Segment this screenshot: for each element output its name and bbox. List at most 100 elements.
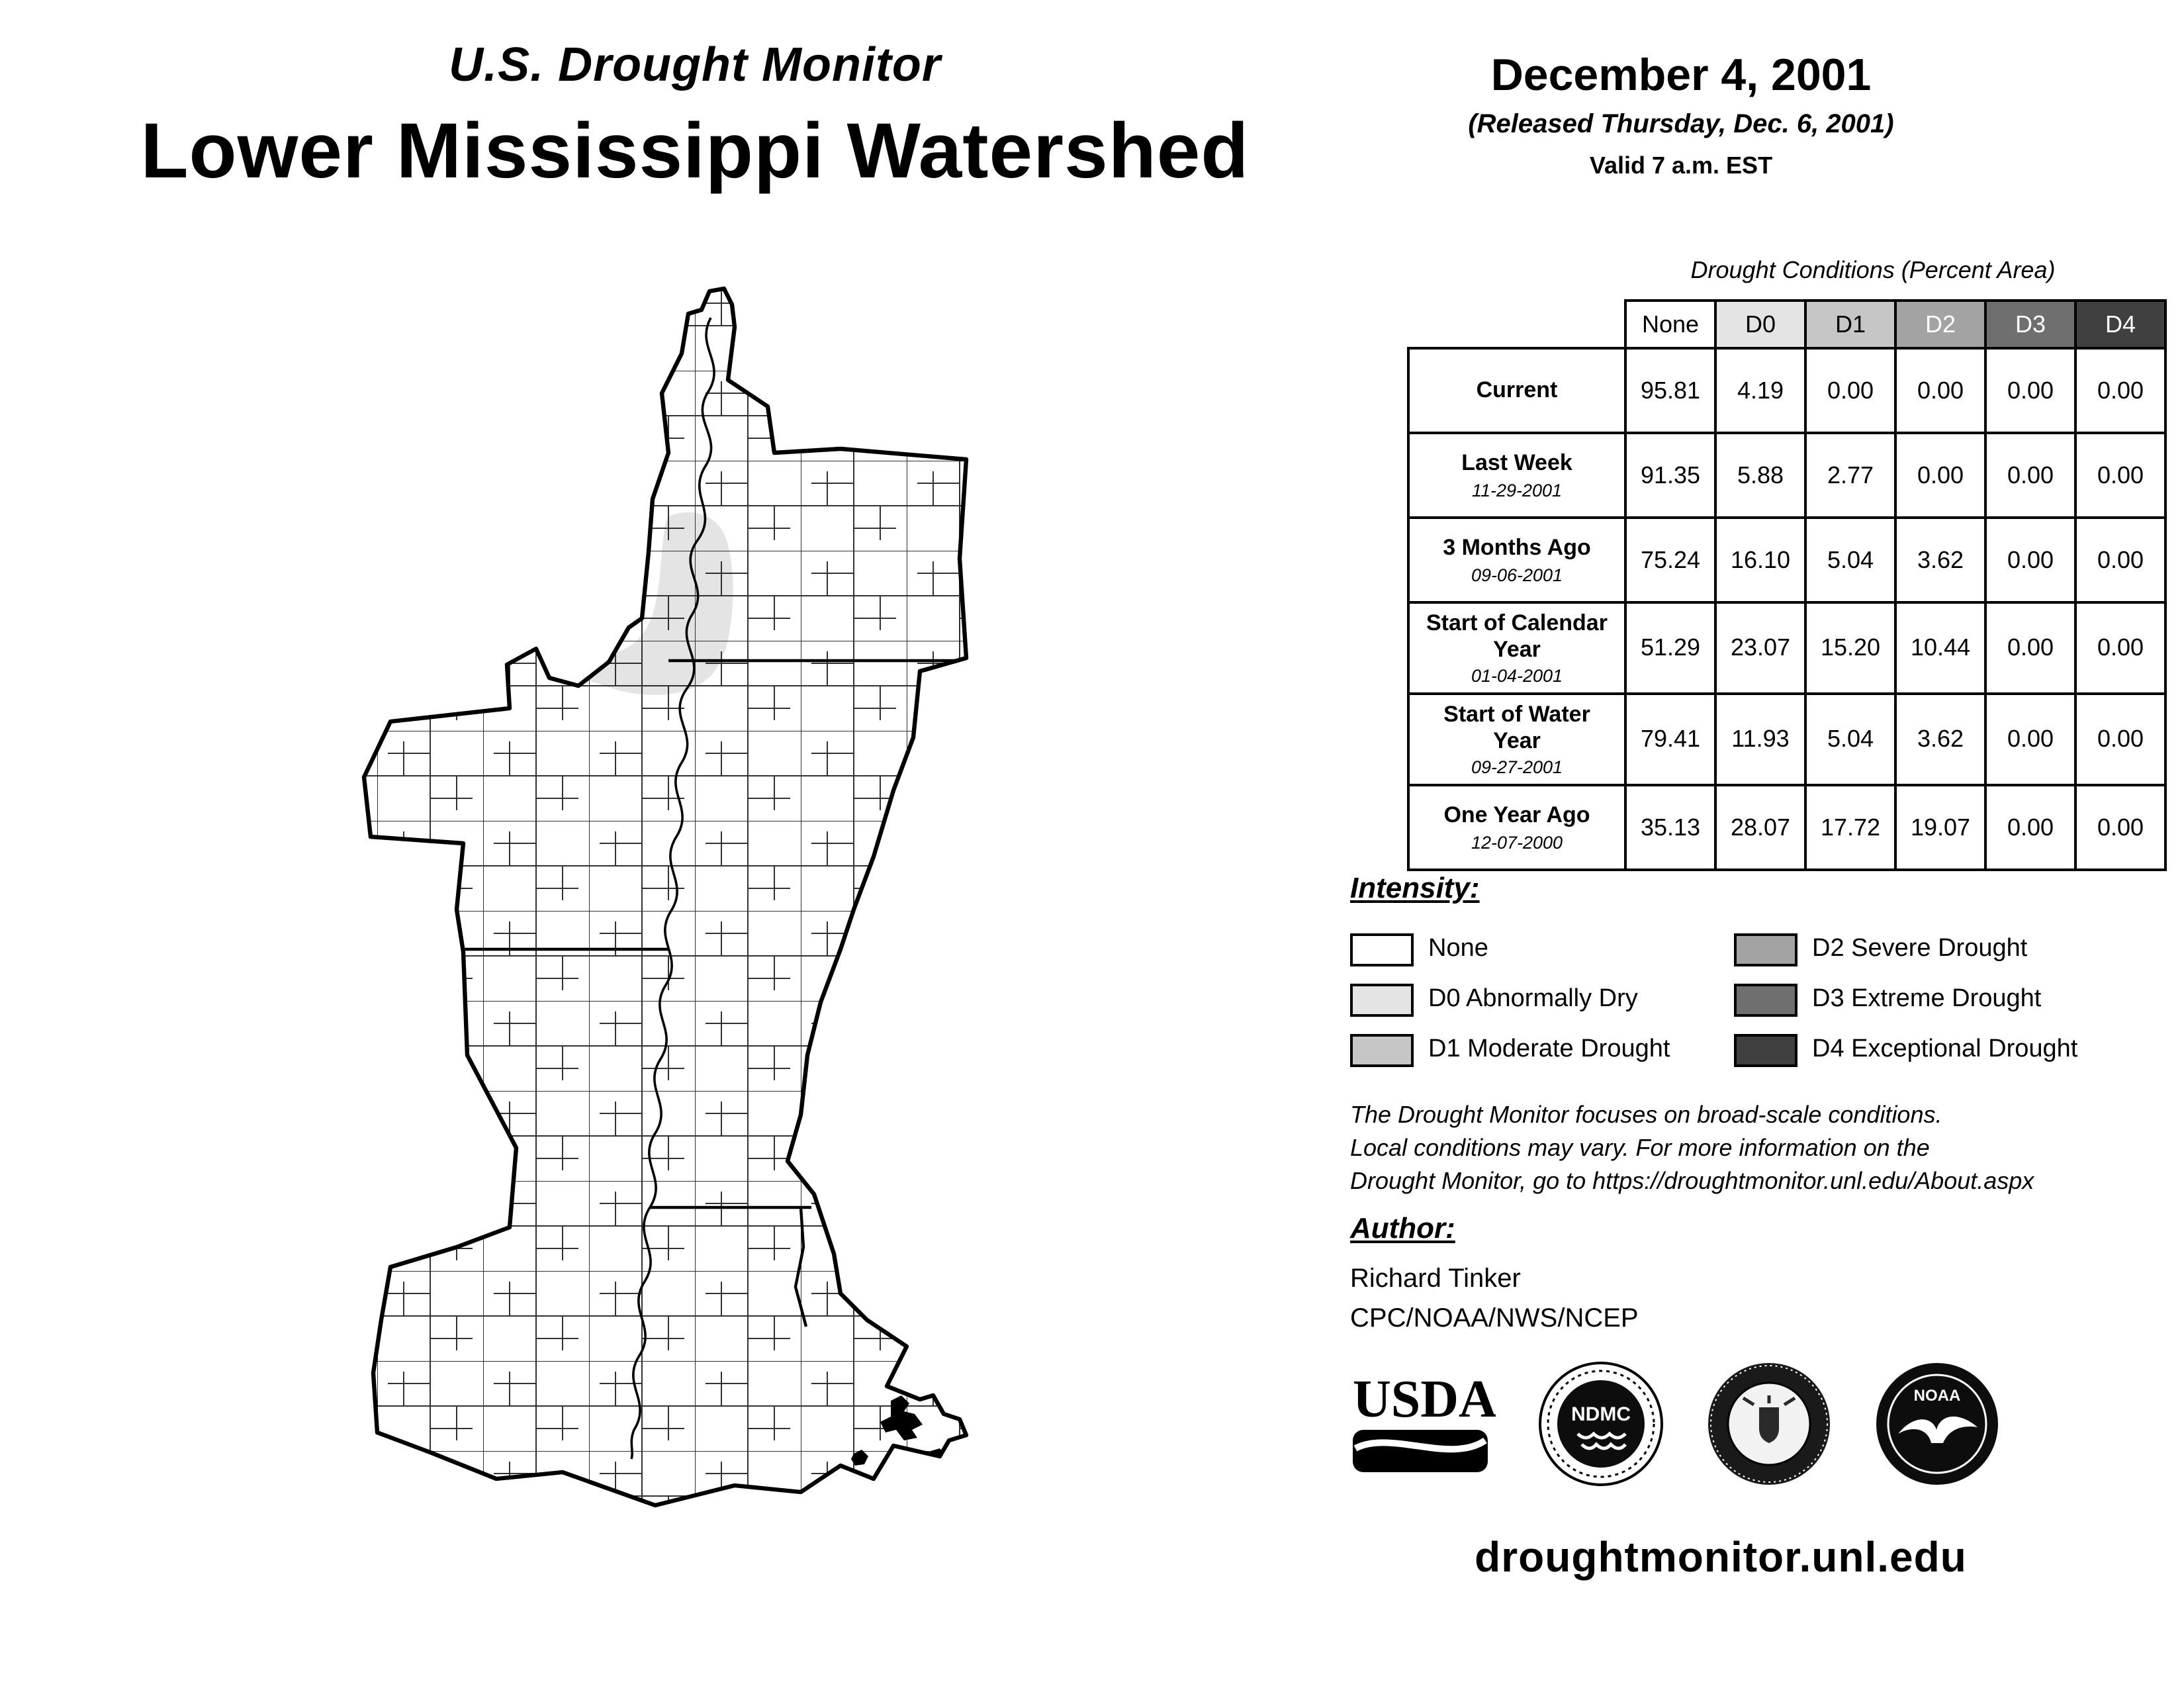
region-title: Lower Mississippi Watershed <box>140 107 1250 195</box>
cell-value: 51.29 <box>1624 600 1717 696</box>
row-label: Start of Calendar Year 01-04-2001 <box>1407 600 1627 696</box>
cell-value: 17.72 <box>1804 784 1897 872</box>
cell-value: 0.00 <box>2074 692 2167 787</box>
col-header-d0: D0 <box>1714 299 1807 350</box>
cell-value: 0.00 <box>1894 347 1987 434</box>
legend-item-d4: D4 Exceptional Drought <box>1734 1025 2131 1075</box>
ndmc-logo: NDMC <box>1539 1362 1663 1486</box>
cell-value: 28.07 <box>1714 784 1807 872</box>
cell-value: 3.62 <box>1894 516 1987 604</box>
cell-value: 5.04 <box>1804 516 1897 604</box>
cell-value: 11.93 <box>1714 692 1807 787</box>
date-block: December 4, 2001 (Released Thursday, Dec… <box>1350 50 2012 180</box>
cell-value: 79.41 <box>1624 692 1717 787</box>
col-header-d4: D4 <box>2074 299 2167 350</box>
cell-value: 75.24 <box>1624 516 1717 604</box>
table-row-current: Current 95.81 4.19 0.00 0.00 0.00 0.00 <box>1407 347 2167 434</box>
author-org: CPC/NOAA/NWS/NCEP <box>1350 1304 1639 1333</box>
cell-value: 91.35 <box>1624 432 1717 519</box>
cell-value: 0.00 <box>2074 600 2167 696</box>
report-date: December 4, 2001 <box>1490 50 1872 101</box>
logo-row: USDA NDMC NOAA <box>1347 1361 2000 1487</box>
cell-value: 0.00 <box>2074 784 2167 872</box>
cell-value: 0.00 <box>1804 347 1897 434</box>
row-label: Last Week 11-29-2001 <box>1407 432 1627 519</box>
cell-value: 0.00 <box>1984 692 2077 787</box>
department-of-commerce-seal <box>1708 1363 1830 1485</box>
cell-value: 5.04 <box>1804 692 1897 787</box>
table-header-row: None D0 D1 D2 D3 D4 <box>1408 299 2167 350</box>
d2-swatch <box>1734 933 1797 966</box>
cell-value: 0.00 <box>2074 347 2167 434</box>
cell-value: 0.00 <box>1984 600 2077 696</box>
usda-logo: USDA <box>1353 1370 1496 1472</box>
cell-value: 4.19 <box>1714 347 1807 434</box>
cell-value: 35.13 <box>1624 784 1717 872</box>
col-header-d1: D1 <box>1804 299 1897 350</box>
noaa-logo: NOAA <box>1876 1363 1998 1485</box>
svg-text:NDMC: NDMC <box>1571 1403 1631 1425</box>
watershed-map <box>271 281 1019 1538</box>
table-row-one-year-ago: One Year Ago 12-07-2000 35.13 28.07 17.7… <box>1407 784 2167 872</box>
released-date: (Released Thursday, Dec. 6, 2001) <box>1468 110 1894 139</box>
left-header: U.S. Drought Monitor Lower Mississippi W… <box>73 37 1317 196</box>
cell-value: 0.00 <box>1984 347 2077 434</box>
cell-value: 0.00 <box>1984 784 2077 872</box>
author-title: Author: <box>1350 1211 1455 1244</box>
table-title: Drought Conditions (Percent Area) <box>1690 257 2056 283</box>
watershed-outline <box>361 286 969 1508</box>
disclaimer: The Drought Monitor focuses on broad-sca… <box>1350 1102 2034 1195</box>
svg-text:USDA: USDA <box>1353 1370 1496 1428</box>
author-name: Richard Tinker <box>1350 1264 1521 1293</box>
table-row-start-water-year: Start of Water Year 09-27-2001 79.41 11.… <box>1407 692 2167 787</box>
mississippi-river <box>630 317 715 1460</box>
cell-value: 3.62 <box>1894 692 1987 787</box>
drought-conditions-table: None D0 D1 D2 D3 D4 Current 95.81 4.19 0… <box>1407 299 2167 872</box>
cell-value: 0.00 <box>1894 432 1987 519</box>
intensity-legend: None D0 Abnormally Dry D1 Moderate Droug… <box>1350 924 2131 1075</box>
valid-time: Valid 7 a.m. EST <box>1589 152 1773 179</box>
legend-item-none: None <box>1350 924 1734 974</box>
site-url: droughtmonitor.unl.edu <box>1475 1533 1967 1581</box>
cell-value: 0.00 <box>1984 516 2077 604</box>
watershed-map-svg <box>361 286 969 1508</box>
table-row-start-calendar-year: Start of Calendar Year 01-04-2001 51.29 … <box>1407 600 2167 696</box>
table-corner <box>1408 301 1625 348</box>
d1-swatch <box>1350 1033 1414 1066</box>
svg-text:NOAA: NOAA <box>1914 1387 1961 1405</box>
none-swatch <box>1350 933 1414 966</box>
author-block: Author: Richard Tinker CPC/NOAA/NWS/NCEP <box>1350 1211 1639 1338</box>
cell-value: 15.20 <box>1804 600 1897 696</box>
state-borders <box>463 659 964 1327</box>
row-label: 3 Months Ago 09-06-2001 <box>1407 516 1627 604</box>
cell-value: 95.81 <box>1624 347 1717 434</box>
cell-value: 2.77 <box>1804 432 1897 519</box>
row-label: Current <box>1407 347 1627 434</box>
intensity-title: Intensity: <box>1350 871 1480 904</box>
table-row-last-week: Last Week 11-29-2001 91.35 5.88 2.77 0.0… <box>1407 432 2167 519</box>
col-header-none: None <box>1624 299 1717 350</box>
table-row-3-months-ago: 3 Months Ago 09-06-2001 75.24 16.10 5.04… <box>1407 516 2167 604</box>
d3-swatch <box>1734 983 1797 1016</box>
legend-item-d1: D1 Moderate Drought <box>1350 1025 1734 1075</box>
col-header-d2: D2 <box>1894 299 1987 350</box>
legend-item-d3: D3 Extreme Drought <box>1734 974 2131 1025</box>
cell-value: 19.07 <box>1894 784 1987 872</box>
cell-value: 5.88 <box>1714 432 1807 519</box>
legend-item-d2: D2 Severe Drought <box>1734 924 2131 974</box>
monitor-title: U.S. Drought Monitor <box>449 37 941 91</box>
cell-value: 0.00 <box>2074 432 2167 519</box>
d4-swatch <box>1734 1033 1797 1066</box>
d0-swatch <box>1350 983 1414 1016</box>
legend-item-d0: D0 Abnormally Dry <box>1350 974 1734 1025</box>
cell-value: 0.00 <box>1984 432 2077 519</box>
cell-value: 16.10 <box>1714 516 1807 604</box>
row-label: Start of Water Year 09-27-2001 <box>1407 692 1627 787</box>
cell-value: 23.07 <box>1714 600 1807 696</box>
row-label: One Year Ago 12-07-2000 <box>1407 784 1627 872</box>
cell-value: 0.00 <box>2074 516 2167 604</box>
cell-value: 10.44 <box>1894 600 1987 696</box>
delta-marsh <box>851 1395 945 1466</box>
col-header-d3: D3 <box>1984 299 2077 350</box>
